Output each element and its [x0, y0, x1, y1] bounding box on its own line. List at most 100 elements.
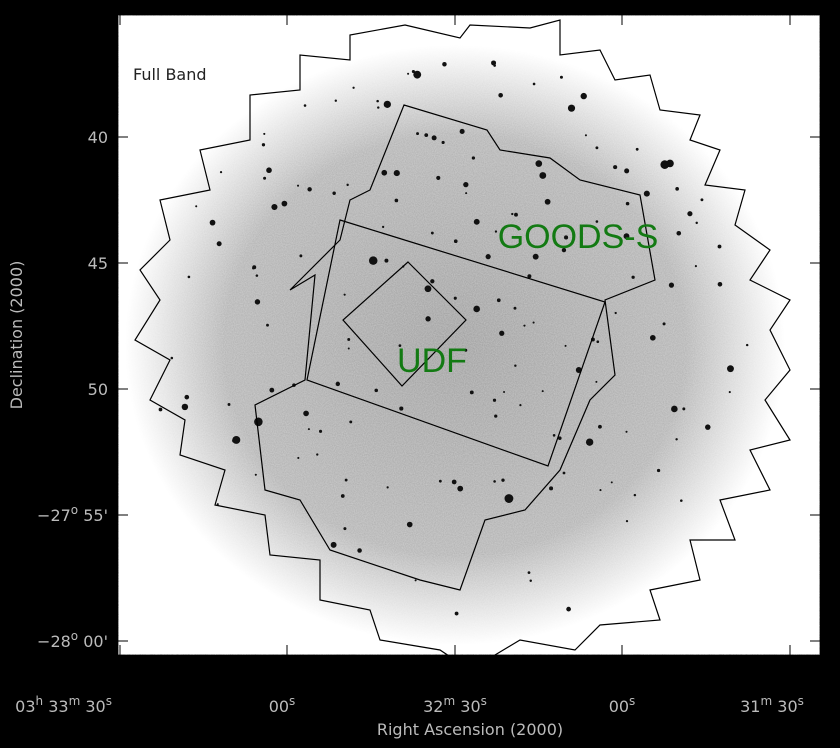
- star: [182, 404, 188, 410]
- star: [528, 571, 531, 574]
- star: [560, 76, 563, 79]
- star: [299, 254, 302, 257]
- tick-sup: s: [289, 694, 295, 708]
- star: [349, 420, 352, 423]
- star: [374, 389, 378, 393]
- star: [263, 177, 266, 180]
- star: [442, 141, 445, 144]
- star: [343, 527, 346, 530]
- tick-label: 00s​: [269, 694, 296, 716]
- star: [297, 457, 299, 459]
- star: [568, 105, 575, 112]
- star: [266, 167, 272, 173]
- star: [503, 391, 505, 393]
- star: [297, 185, 299, 187]
- star: [626, 520, 628, 522]
- tick-sup: o: [71, 503, 78, 517]
- star: [581, 93, 587, 99]
- tick-sup: s: [481, 694, 487, 708]
- star: [599, 489, 601, 491]
- star: [255, 299, 260, 304]
- star: [344, 294, 346, 296]
- star: [387, 486, 389, 488]
- star: [210, 220, 216, 226]
- tick-text: 30: [777, 697, 797, 716]
- star: [262, 143, 265, 146]
- tick-text: 32: [423, 697, 443, 716]
- tick-text: 00: [269, 697, 289, 716]
- tick-text: −28: [37, 632, 71, 651]
- star: [473, 306, 480, 313]
- star: [304, 104, 307, 107]
- star: [271, 204, 277, 210]
- star: [407, 73, 409, 75]
- star: [718, 282, 723, 287]
- star: [336, 382, 340, 386]
- star: [613, 165, 617, 169]
- tick-label: 03h​ 33m​ 30s​: [15, 694, 112, 716]
- star: [252, 265, 256, 269]
- star: [631, 276, 634, 279]
- star: [254, 418, 263, 427]
- star: [439, 480, 442, 483]
- star: [746, 344, 748, 346]
- tick-text: 55': [83, 506, 108, 525]
- star: [675, 187, 679, 191]
- tick-label: 45: [88, 254, 108, 273]
- star: [611, 481, 613, 483]
- annotation: UDF: [397, 342, 467, 380]
- star: [499, 331, 504, 336]
- star: [493, 399, 496, 402]
- star: [727, 365, 734, 372]
- tick-label: −28o​ 00': [37, 629, 108, 651]
- star: [416, 132, 419, 135]
- star: [454, 239, 458, 243]
- star: [523, 325, 525, 327]
- star: [680, 499, 683, 502]
- star: [266, 324, 269, 327]
- star: [171, 357, 174, 360]
- star: [718, 245, 722, 249]
- star: [415, 579, 417, 581]
- star: [452, 480, 457, 485]
- star: [332, 192, 335, 195]
- star: [676, 231, 681, 236]
- y-axis-title: Declination (2000): [7, 261, 26, 410]
- star: [307, 187, 311, 191]
- star: [539, 172, 546, 179]
- star: [341, 494, 345, 498]
- star: [657, 469, 660, 472]
- star: [269, 388, 274, 393]
- star: [316, 453, 318, 455]
- star: [533, 322, 535, 324]
- star: [345, 479, 348, 482]
- star: [436, 176, 440, 180]
- star: [491, 60, 496, 65]
- page: Full Band GOODS-S UDF Right Ascension (2…: [0, 0, 840, 744]
- x-axis-title: Right Ascension (2000): [377, 720, 563, 739]
- tick-sup: s: [629, 694, 635, 708]
- star: [381, 170, 387, 176]
- star: [505, 494, 514, 503]
- tick-label: −27o​ 55': [37, 503, 108, 525]
- star: [486, 254, 491, 259]
- star: [650, 335, 656, 341]
- star: [565, 345, 567, 347]
- star: [498, 93, 503, 98]
- panel-label: Full Band: [133, 65, 207, 84]
- star: [303, 411, 309, 417]
- tick-text: 00': [83, 632, 108, 651]
- star: [455, 612, 459, 616]
- star: [308, 428, 310, 430]
- star: [331, 542, 337, 548]
- star: [497, 298, 501, 302]
- star: [595, 381, 597, 383]
- star: [217, 241, 222, 246]
- star: [514, 213, 518, 217]
- star: [535, 160, 542, 167]
- star: [425, 316, 430, 321]
- star: [705, 424, 711, 430]
- star: [255, 474, 257, 476]
- star: [454, 297, 457, 300]
- tick-text: 30: [460, 697, 480, 716]
